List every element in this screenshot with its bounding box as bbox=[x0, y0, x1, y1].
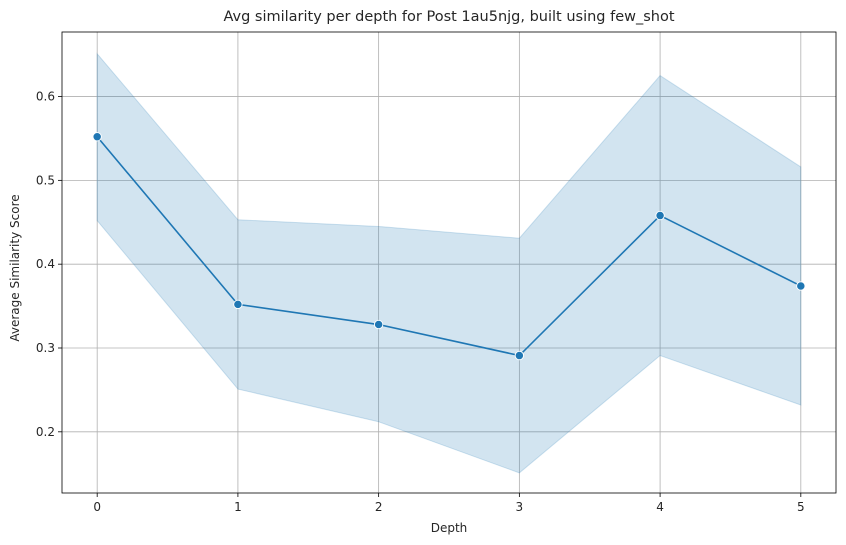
x-tick-label-3: 3 bbox=[516, 500, 524, 514]
data-point-4 bbox=[655, 210, 665, 221]
x-tick-label-0: 0 bbox=[93, 500, 101, 514]
y-tick-label-0: 0.2 bbox=[36, 425, 55, 439]
data-point-1 bbox=[233, 299, 243, 310]
confidence-band bbox=[96, 52, 802, 474]
grid-lines bbox=[62, 32, 836, 493]
series-line bbox=[96, 136, 802, 357]
data-points bbox=[92, 132, 806, 361]
y-tick-label-4: 0.6 bbox=[36, 90, 55, 104]
data-point-5 bbox=[796, 281, 806, 291]
x-tick-label-2: 2 bbox=[375, 500, 383, 514]
x-axis-ticks: 0 1 2 3 4 5 bbox=[93, 493, 805, 514]
data-point-0 bbox=[92, 132, 102, 142]
chart-title: Avg similarity per depth for Post 1au5nj… bbox=[223, 9, 674, 25]
y-axis-label: Average Similarity Score bbox=[8, 194, 22, 341]
plot-frame bbox=[61, 31, 837, 494]
y-tick-label-2: 0.4 bbox=[36, 257, 55, 271]
data-point-3 bbox=[514, 350, 525, 361]
series-line-group bbox=[96, 136, 802, 357]
x-tick-label-4: 4 bbox=[656, 500, 664, 514]
x-tick-label-5: 5 bbox=[797, 500, 805, 514]
x-tick-label-1: 1 bbox=[234, 500, 242, 514]
y-axis-ticks: 0.2 0.3 0.4 0.5 0.6 bbox=[36, 90, 62, 439]
ci-band bbox=[96, 52, 802, 474]
data-point-2 bbox=[373, 319, 384, 330]
y-tick-label-3: 0.5 bbox=[36, 173, 55, 187]
x-axis-label: Depth bbox=[431, 521, 468, 535]
y-tick-label-1: 0.3 bbox=[36, 341, 55, 355]
